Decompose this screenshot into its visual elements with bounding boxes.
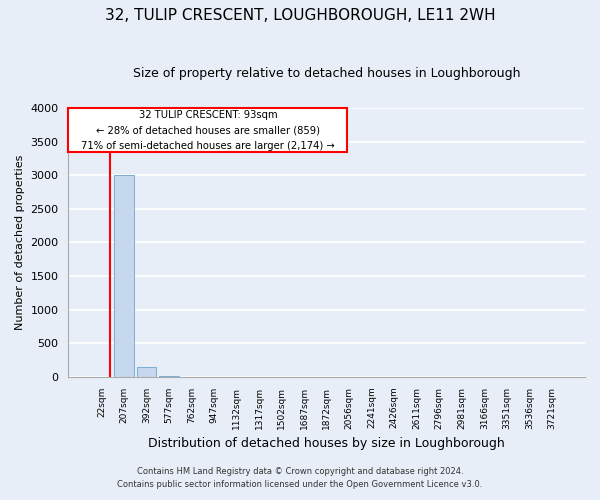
Text: Contains HM Land Registry data © Crown copyright and database right 2024.
Contai: Contains HM Land Registry data © Crown c… — [118, 468, 482, 489]
Bar — [137, 366, 156, 377]
Y-axis label: Number of detached properties: Number of detached properties — [15, 155, 25, 330]
Bar — [115, 175, 134, 377]
X-axis label: Distribution of detached houses by size in Loughborough: Distribution of detached houses by size … — [148, 437, 505, 450]
FancyBboxPatch shape — [68, 108, 347, 152]
Text: 32, TULIP CRESCENT, LOUGHBOROUGH, LE11 2WH: 32, TULIP CRESCENT, LOUGHBOROUGH, LE11 2… — [104, 8, 496, 22]
Text: 32 TULIP CRESCENT: 93sqm
← 28% of detached houses are smaller (859)
71% of semi-: 32 TULIP CRESCENT: 93sqm ← 28% of detach… — [81, 110, 335, 151]
Title: Size of property relative to detached houses in Loughborough: Size of property relative to detached ho… — [133, 68, 520, 80]
